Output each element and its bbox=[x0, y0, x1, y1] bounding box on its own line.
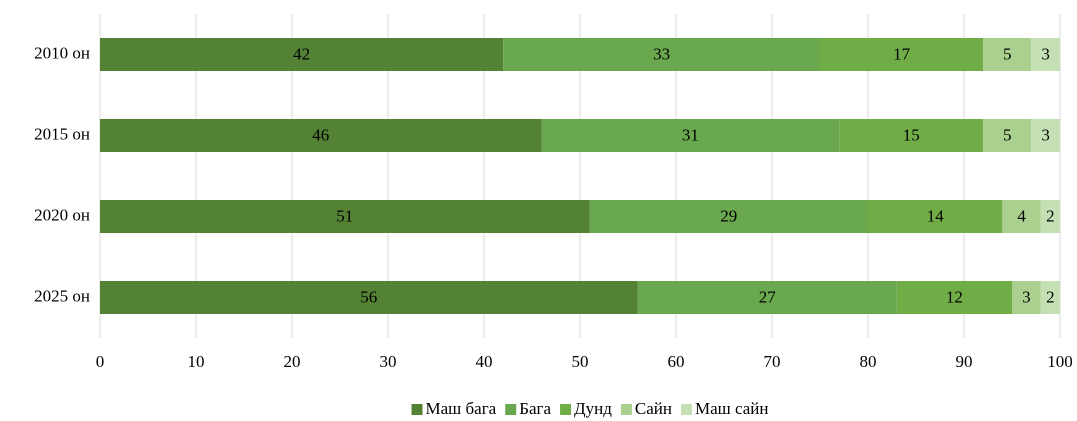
bar-segment bbox=[100, 119, 542, 152]
legend-swatch bbox=[620, 404, 632, 415]
data-label: 14 bbox=[927, 206, 945, 225]
x-tick-label: 100 bbox=[1047, 352, 1073, 371]
bar-segment bbox=[1031, 119, 1060, 152]
y-tick-label: 2025 он bbox=[34, 286, 90, 305]
bar-segment bbox=[1031, 38, 1060, 71]
bar-segment bbox=[637, 281, 897, 314]
x-tick-label: 70 bbox=[764, 352, 781, 371]
data-label: 5 bbox=[1003, 125, 1012, 144]
data-label: 51 bbox=[336, 206, 353, 225]
bar-segment bbox=[820, 38, 984, 71]
legend-label: Маш сайн bbox=[695, 399, 769, 418]
data-label: 3 bbox=[1041, 125, 1050, 144]
x-tick-label: 60 bbox=[668, 352, 685, 371]
legend-label: Дунд bbox=[574, 399, 612, 418]
bar-segment bbox=[983, 38, 1032, 71]
x-tick-label: 20 bbox=[284, 352, 301, 371]
x-tick-label: 0 bbox=[96, 352, 105, 371]
data-label: 33 bbox=[653, 44, 670, 63]
legend-label: Сайн bbox=[635, 399, 672, 418]
data-label: 4 bbox=[1017, 206, 1026, 225]
legend-swatch bbox=[411, 404, 423, 415]
bar-segment bbox=[896, 281, 1012, 314]
data-label: 2 bbox=[1046, 287, 1055, 306]
bar-segment bbox=[1012, 281, 1041, 314]
legend-label: Маш бага bbox=[426, 399, 497, 418]
bar-segment bbox=[1040, 200, 1060, 233]
bar-segment bbox=[983, 119, 1032, 152]
bar-segment bbox=[1040, 281, 1060, 314]
y-tick-label: 2020 он bbox=[34, 205, 90, 224]
x-tick-label: 90 bbox=[956, 352, 973, 371]
x-tick-label: 30 bbox=[380, 352, 397, 371]
bar-segment bbox=[503, 38, 820, 71]
legend-swatch bbox=[560, 404, 572, 415]
legend-swatch bbox=[505, 404, 517, 415]
x-tick-label: 10 bbox=[188, 352, 205, 371]
data-label: 29 bbox=[720, 206, 737, 225]
data-label: 17 bbox=[893, 44, 911, 63]
bar-segment bbox=[868, 200, 1003, 233]
data-label: 42 bbox=[293, 44, 310, 63]
bar-segment bbox=[100, 281, 638, 314]
bar-segment bbox=[1002, 200, 1041, 233]
x-tick-label: 50 bbox=[572, 352, 589, 371]
bar-segment bbox=[100, 200, 590, 233]
data-label: 3 bbox=[1041, 44, 1050, 63]
x-tick-label: 80 bbox=[860, 352, 877, 371]
legend-label: Бага bbox=[519, 399, 551, 418]
legend-swatch bbox=[680, 404, 692, 415]
data-label: 27 bbox=[759, 287, 777, 306]
data-label: 31 bbox=[682, 125, 699, 144]
x-tick-label: 40 bbox=[476, 352, 493, 371]
data-label: 15 bbox=[903, 125, 920, 144]
bar-segment bbox=[541, 119, 840, 152]
bar-segment bbox=[589, 200, 868, 233]
data-label: 2 bbox=[1046, 206, 1055, 225]
y-tick-label: 2015 он bbox=[34, 124, 90, 143]
data-label: 3 bbox=[1022, 287, 1031, 306]
bar-segment bbox=[100, 38, 504, 71]
data-label: 56 bbox=[360, 287, 377, 306]
data-label: 5 bbox=[1003, 44, 1012, 63]
data-label: 46 bbox=[312, 125, 329, 144]
bar-segment bbox=[839, 119, 984, 152]
data-label: 12 bbox=[946, 287, 963, 306]
y-tick-label: 2010 он bbox=[34, 43, 90, 62]
